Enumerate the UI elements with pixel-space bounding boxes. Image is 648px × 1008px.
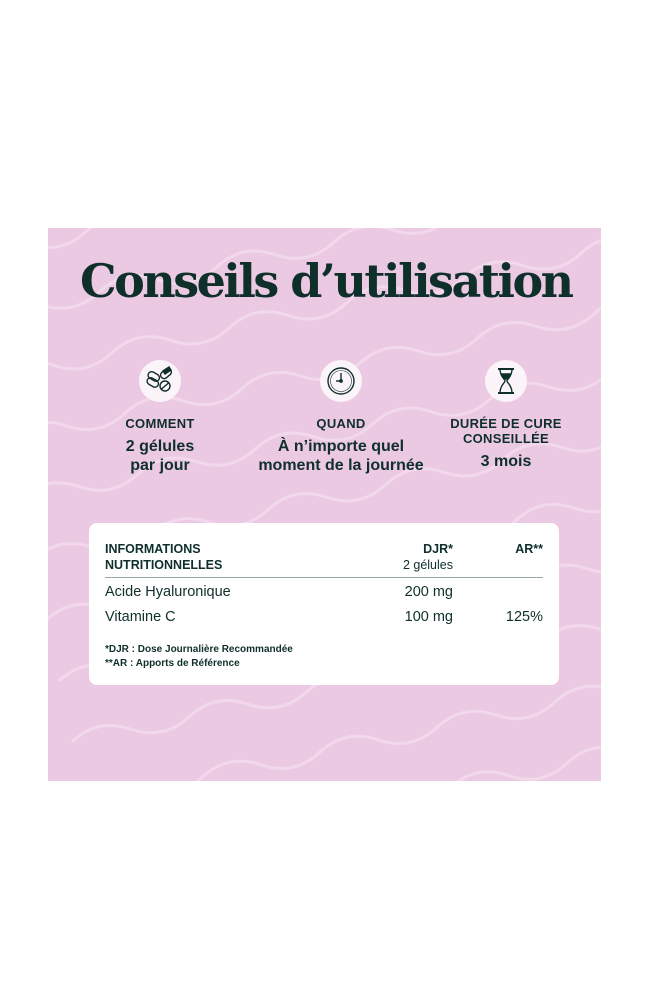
tip-label: DURÉE DE CURE CONSEILLÉE [450,416,562,446]
tip-value: 2 gélules par jour [125,438,195,474]
wave-line [96,712,601,781]
footnote-ar: **AR : Apports de Référence [105,658,240,669]
usage-panel: Conseils d’utilisation COMMENT 2 gélules… [48,228,601,781]
divider [105,577,543,578]
wave-line [83,651,601,781]
wave-line [48,287,601,440]
wave-line [48,228,601,319]
wave-line [48,228,601,258]
row-name: Acide Hyaluronique [105,584,231,600]
row-djr: 100 mg [404,609,453,625]
tip-label: QUAND [316,416,366,431]
tip-value: 3 mois [480,453,532,470]
row-name: Vitamine C [105,609,176,625]
table-header-djr: DJR* 2 gélules [402,542,453,572]
clock-icon [320,360,362,402]
pills-icon [139,360,181,402]
tip-duree: DURÉE DE CURE CONSEILLÉE 3 mois [416,360,596,471]
hourglass-icon [485,360,527,402]
footnote-djr: *DJR : Dose Journalière Recommandée [105,644,293,655]
table-header-ar: AR** [515,542,543,556]
nutrition-table: INFORMATIONS NUTRITIONNELLES DJR* 2 gélule… [89,523,559,685]
row-ar: 125% [505,609,543,625]
wave-line [48,348,601,501]
row-djr: 200 mg [404,584,453,600]
tip-value: À n’importe quel moment de la journée [258,438,424,474]
tip-label: COMMENT [125,416,195,431]
wave-pattern [48,228,601,781]
page-title: Conseils d’utilisation [80,254,574,308]
wave-line [48,228,601,379]
tip-quand: QUAND À n’importe quel moment de la journ… [251,360,431,475]
tip-comment: COMMENT 2 gélules par jour [70,360,250,475]
table-header-title: INFORMATIONS NUTRITIONNELLES [105,542,223,572]
